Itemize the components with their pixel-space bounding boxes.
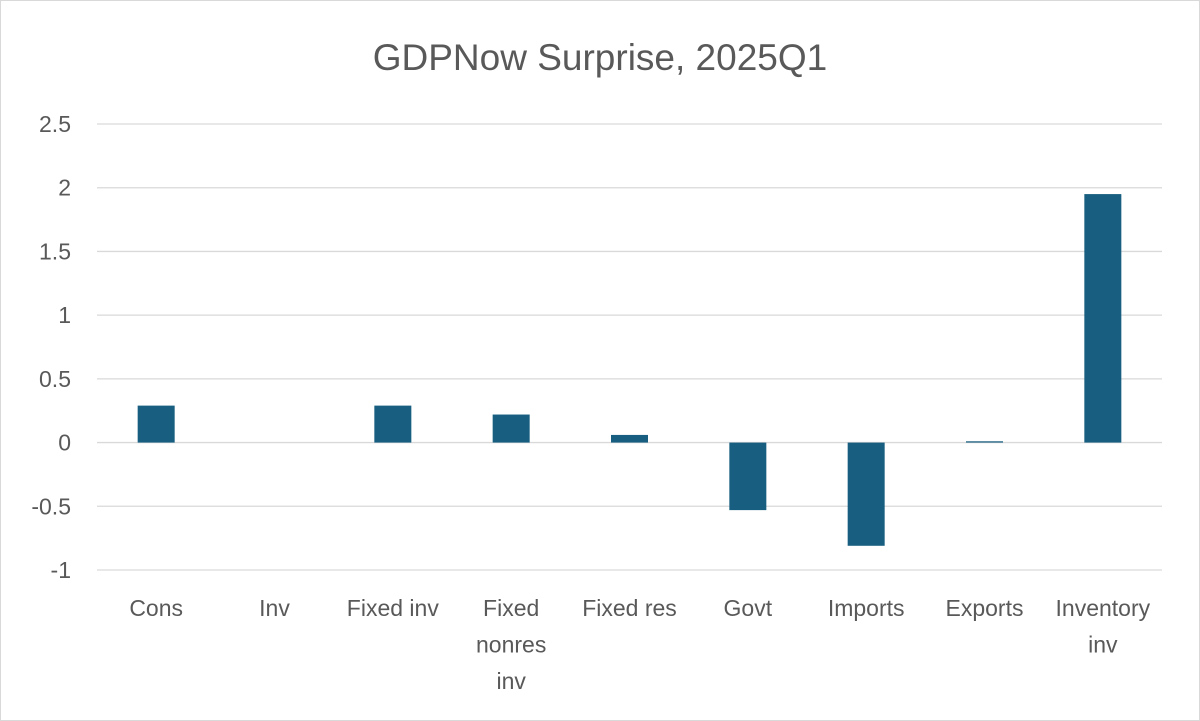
- bar: [966, 441, 1003, 443]
- y-tick-label: -0.5: [31, 493, 71, 519]
- bar: [374, 405, 412, 443]
- gridlines: [97, 123, 1162, 571]
- x-category-label: Exports: [946, 595, 1024, 621]
- x-category-label: Govt: [724, 595, 773, 621]
- x-category-label: Inventory inv: [1056, 595, 1151, 658]
- bar: [729, 442, 767, 511]
- x-category-label: Fixed inv: [347, 595, 440, 621]
- bar: [1084, 194, 1122, 443]
- x-category-label: Fixed res: [582, 595, 677, 621]
- y-tick-label: 2.5: [39, 111, 71, 137]
- y-tick-label: 0.5: [39, 366, 71, 392]
- bars: [137, 194, 1122, 546]
- x-axis-labels: Cons Inv Fixed inv Fixed nonres inv Fixed res G…: [129, 595, 1150, 694]
- bar: [611, 434, 648, 443]
- bar: [492, 414, 530, 443]
- bar: [847, 442, 885, 546]
- bar: [137, 405, 175, 443]
- y-tick-label: 0: [58, 430, 71, 456]
- y-tick-label: 2: [58, 175, 71, 201]
- x-category-label: Imports: [828, 595, 905, 621]
- y-tick-label: -1: [51, 557, 71, 583]
- y-tick-label: 1.5: [39, 238, 71, 264]
- x-category-label: Inv: [259, 595, 290, 621]
- y-axis-ticks: 2.5 2 1.5 1 0.5 0 -0.5 -1: [31, 111, 71, 583]
- x-category-label: Fixed nonres inv: [476, 595, 546, 694]
- x-category-label: Cons: [129, 595, 183, 621]
- y-tick-label: 1: [58, 302, 71, 328]
- chart-title: GDPNow Surprise, 2025Q1: [373, 37, 827, 78]
